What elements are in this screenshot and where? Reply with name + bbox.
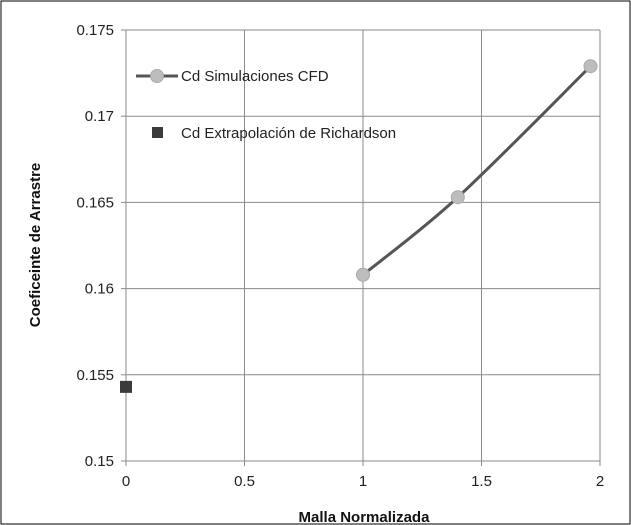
richardson-data-point [120,380,132,393]
series-layer [120,59,598,393]
legend-richardson-marker [152,127,163,138]
y-tick-label: 0.15 [85,453,114,470]
legend-cfd-marker [150,69,164,83]
y-tick-label: 0.16 [85,281,114,298]
x-tick-label: 2 [596,473,604,490]
tick-labels: 0.15 0.155 0.16 0.165 0.17 0.175 0 0.5 1 1.5 2 [76,22,604,490]
y-tick-label: 0.165 [76,194,114,211]
y-tick-label: 0.17 [85,108,114,125]
x-tick-label: 1.5 [471,473,492,490]
x-tick-label: 1 [359,473,367,490]
legend-richardson-label: Cd Extrapolación de Richardson [181,125,396,142]
cfd-data-point [583,59,598,74]
y-axis-label: Coeficeinte de Arrastre [27,163,44,328]
gridlines [126,29,601,461]
legend: Cd Simulaciones CFD Cd Extrapolación de R… [136,68,396,142]
y-tick-label: 0.175 [76,22,114,39]
x-tick-label: 0.5 [234,473,255,490]
cfd-data-point [450,190,465,205]
legend-cfd-label: Cd Simulaciones CFD [181,68,329,85]
x-axis-label: Malla Normalizada [299,509,431,525]
y-tick-label: 0.155 [76,367,114,384]
x-tick-label: 0 [122,473,130,490]
cfd-data-point [356,267,370,282]
